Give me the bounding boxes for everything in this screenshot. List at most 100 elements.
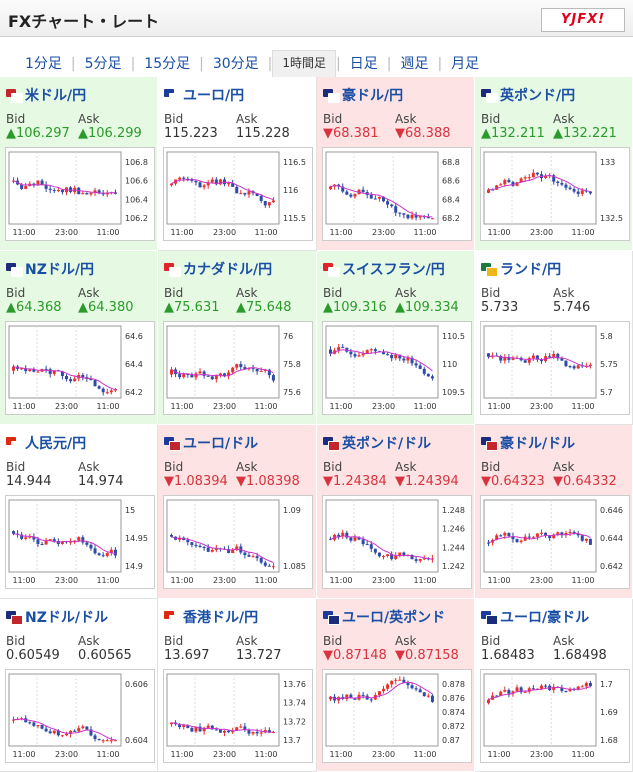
- flag-quote: [486, 267, 498, 277]
- mini-chart[interactable]: 116.5 116 115.5 11:00 23:00 11:00: [163, 147, 313, 241]
- tab-5[interactable]: 1時間足: [272, 50, 337, 77]
- mini-chart[interactable]: 64.6 64.4 64.2 11:00 23:00 11:00: [5, 321, 155, 415]
- timeframe-tabs: 1分足 | 5分足 | 15分足 | 30分足 | 1時間足 | 日足 | 週足 | 月足: [0, 37, 633, 78]
- mini-chart[interactable]: 15 14.95 14.9 11:00 23:00 11:00: [5, 495, 155, 589]
- candle-body: [527, 688, 531, 692]
- candle-body: [386, 554, 390, 557]
- candle-body: [418, 216, 422, 218]
- pair-link[interactable]: ユーロ/英ポンド: [323, 607, 445, 627]
- pair-link[interactable]: 香港ドル/円: [164, 607, 258, 627]
- mini-chart[interactable]: 106.8 106.6 106.4 106.2 11:00 23:00 11:00: [5, 147, 155, 241]
- mini-chart[interactable]: 133 132.5 11:00 23:00 11:00: [480, 147, 630, 241]
- candle-body: [560, 687, 564, 691]
- moving-average-line: [171, 366, 274, 377]
- pair-link[interactable]: 英ポンド/ドル: [323, 433, 431, 453]
- candle-body: [36, 371, 40, 373]
- tab-1[interactable]: 1分足: [25, 55, 62, 72]
- rate-card[interactable]: スイスフラン/円 Bid Ask ▲109.316 ▲109.334 110.5 110 10…: [317, 251, 475, 425]
- y-tick-label: 1.248: [442, 506, 465, 515]
- rate-card[interactable]: ユーロ/豪ドル Bid Ask 1.68483 1.68498 1.7 1.69 1.68 11…: [475, 599, 633, 772]
- mini-chart[interactable]: 1.7 1.69 1.68 11:00 23:00 11:00: [480, 669, 630, 763]
- y-tick-label: 68.6: [442, 177, 460, 186]
- rate-card[interactable]: 人民元/円 Bid Ask 14.944 14.974 15 14.95 14.9 11:00 2…: [0, 425, 158, 599]
- mini-chart[interactable]: 5.8 5.75 5.7 11:00 23:00 11:00: [480, 321, 630, 415]
- rate-card[interactable]: ユーロ/円 Bid Ask 115.223 115.228 116.5 116 115.5 11…: [158, 77, 317, 251]
- rate-card[interactable]: 米ドル/円 Bid Ask ▲106.297 ▲106.299 106.8 106.6 106…: [0, 77, 158, 251]
- rate-card[interactable]: NZドル/円 Bid Ask ▲64.368 ▲64.380 64.6 64.4 64.2 11…: [0, 251, 158, 425]
- mini-chart[interactable]: 1.248 1.246 1.244 1.242 11:00 23:00 11:00: [322, 495, 472, 589]
- pair-link[interactable]: ユーロ/ドル: [164, 433, 258, 453]
- mini-chart[interactable]: 0.646 0.644 0.642 11:00 23:00 11:00: [480, 495, 630, 589]
- mini-chart[interactable]: 76 75.8 75.6 11:00 23:00 11:00: [163, 321, 313, 415]
- candle-body: [535, 355, 539, 360]
- y-tick-label: 1.242: [442, 562, 465, 571]
- pair-link[interactable]: ユーロ/豪ドル: [481, 607, 589, 627]
- rate-card[interactable]: 豪ドル/円 Bid Ask ▼68.381 ▼68.388 68.8 68.6 68.4 68.…: [317, 77, 475, 251]
- eu-au-flag-icon: [481, 611, 498, 625]
- tab-6[interactable]: 日足: [349, 55, 378, 72]
- page-header: FXチャート・レート YJFX!: [0, 0, 633, 37]
- y-tick-label: 13.7: [283, 736, 301, 745]
- candle-body: [406, 214, 410, 219]
- mini-chart[interactable]: 110.5 110 109.5 11:00 23:00 11:00: [322, 321, 472, 415]
- pair-link[interactable]: ランド/円: [481, 259, 561, 279]
- candle-body: [36, 724, 40, 726]
- candle-body: [85, 726, 89, 730]
- candle-body: [223, 730, 226, 733]
- tab-3[interactable]: 15分足: [144, 55, 191, 72]
- yjfx-logo[interactable]: YJFX!: [541, 8, 625, 32]
- candle-body: [544, 685, 548, 687]
- candle-body: [382, 688, 385, 692]
- candle-body: [556, 181, 560, 184]
- candle-body: [556, 532, 560, 535]
- x-tick-label: 11:00: [12, 576, 35, 585]
- candle-body: [426, 373, 430, 377]
- pair-link[interactable]: 人民元/円: [6, 433, 86, 453]
- pair-link[interactable]: ユーロ/円: [164, 85, 244, 105]
- candle-body: [81, 193, 85, 195]
- rate-card[interactable]: NZドル/ドル Bid Ask 0.60549 0.60565 0.606 0.604 11:…: [0, 599, 158, 772]
- mini-chart[interactable]: 0.606 0.604 11:00 23:00 11:00: [5, 669, 155, 763]
- tab-4[interactable]: 30分足: [212, 55, 259, 72]
- rate-grid: 米ドル/円 Bid Ask ▲106.297 ▲106.299 106.8 106.6 106…: [0, 77, 633, 772]
- tab-8[interactable]: 月足: [451, 55, 480, 72]
- candle-body: [402, 552, 406, 556]
- candle-body: [394, 555, 398, 560]
- candle-body: [398, 679, 402, 681]
- candle-body: [259, 732, 263, 734]
- pair-link[interactable]: 英ポンド/円: [481, 85, 575, 105]
- tab-7[interactable]: 週足: [400, 55, 429, 72]
- pair-link[interactable]: NZドル/円: [6, 259, 94, 279]
- tab-2[interactable]: 5分足: [84, 55, 122, 72]
- mini-chart[interactable]: 13.76 13.74 13.72 13.7 11:00 23:00 11:00: [163, 669, 313, 763]
- pair-link[interactable]: NZドル/ドル: [6, 607, 108, 627]
- candle-body: [588, 683, 592, 687]
- rate-card[interactable]: 豪ドル/ドル Bid Ask ▼0.64323 ▼0.64332 0.646 0.644 0.…: [475, 425, 633, 599]
- candle-body: [101, 193, 105, 195]
- mini-chart[interactable]: 1.09 1.085 11:00 23:00 11:00: [163, 495, 313, 589]
- candle-body: [519, 540, 523, 543]
- bid-value: ▼1.24384: [323, 474, 387, 489]
- pair-link[interactable]: 豪ドル/ドル: [481, 433, 575, 453]
- rate-card[interactable]: 英ポンド/ドル Bid Ask ▼1.24384 ▼1.24394 1.248 1.246 1…: [317, 425, 475, 599]
- candle-body: [410, 554, 414, 560]
- rate-card[interactable]: ユーロ/英ポンド Bid Ask ▼0.87148 ▼0.87158 0.878 0.876…: [317, 599, 475, 772]
- pair-link[interactable]: 米ドル/円: [6, 85, 86, 105]
- pair-link[interactable]: カナダドル/円: [164, 259, 272, 279]
- rate-card[interactable]: 香港ドル/円 Bid Ask 13.697 13.727 13.76 13.74 13.72 1…: [158, 599, 317, 772]
- y-tick-label: 1.246: [442, 525, 465, 534]
- candle-body: [214, 179, 218, 185]
- y-tick-label: 0.87: [442, 736, 460, 745]
- mini-chart[interactable]: 68.8 68.6 68.4 68.2 11:00 23:00 11:00: [322, 147, 472, 241]
- rate-card[interactable]: ユーロ/ドル Bid Ask ▼1.08394 ▼1.08398 1.09 1.085 11:…: [158, 425, 317, 599]
- candle-body: [576, 365, 580, 369]
- candle-body: [337, 697, 341, 701]
- rate-card[interactable]: カナダドル/円 Bid Ask ▲75.631 ▲75.648 76 75.8 75.6 11:…: [158, 251, 317, 425]
- rate-card[interactable]: 英ポンド/円 Bid Ask ▲132.211 ▲132.221 133 132.5 11:0…: [475, 77, 633, 251]
- pair-link[interactable]: スイスフラン/円: [323, 259, 445, 279]
- pair-link[interactable]: 豪ドル/円: [323, 85, 403, 105]
- x-tick-label: 23:00: [213, 750, 236, 759]
- rate-card[interactable]: ランド/円 Bid Ask 5.733 5.746 5.8 5.75 5.7 11:00 23:0…: [475, 251, 633, 425]
- pair-name: NZドル/ドル: [25, 610, 108, 626]
- mini-chart[interactable]: 0.878 0.876 0.874 0.872 0.87 11:00 23:00 11:00: [322, 669, 472, 763]
